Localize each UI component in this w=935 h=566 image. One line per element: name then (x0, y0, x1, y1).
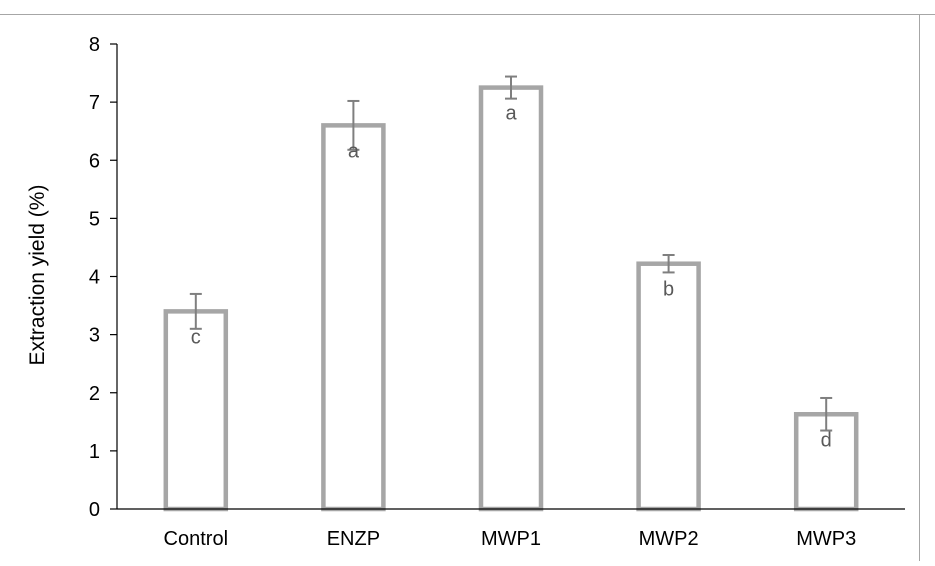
significance-letter: d (821, 429, 832, 451)
significance-letter: a (505, 103, 517, 125)
x-tick-label: ENZP (327, 528, 380, 550)
y-tick-label: 0 (89, 499, 100, 521)
bar-enzp (321, 123, 386, 512)
y-axis-title: Extraction yield (%) (26, 185, 49, 366)
y-axis: 0 1 2 3 4 5 6 7 8 (89, 34, 118, 521)
x-tick-label: MWP2 (639, 528, 699, 550)
x-axis: Control ENZP MWP1 MWP2 MWP3 (117, 508, 905, 550)
bar-mwp1 (478, 85, 544, 512)
y-tick-label: 4 (89, 267, 100, 289)
y-tick-label: 3 (89, 325, 100, 347)
y-tick-label: 1 (89, 441, 100, 463)
x-tick-label: MWP3 (796, 528, 856, 550)
significance-letter: b (663, 279, 674, 301)
x-tick-label: MWP1 (481, 528, 541, 550)
bar-control (163, 309, 229, 512)
x-tick-label: Control (164, 528, 228, 550)
y-tick-label: 2 (89, 383, 100, 405)
y-tick-label: 7 (89, 92, 100, 114)
significance-letter: a (348, 140, 360, 162)
y-tick-label: 8 (89, 34, 100, 56)
y-tick-label: 6 (89, 150, 100, 172)
bars: c a a b d (163, 75, 859, 512)
y-tick-label: 5 (89, 208, 100, 230)
significance-letter: c (191, 326, 201, 348)
